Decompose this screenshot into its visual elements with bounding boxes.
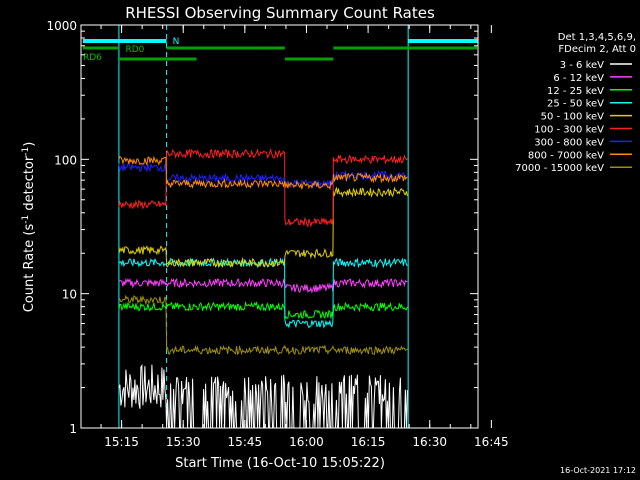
y-axis-label-sup2: -1 xyxy=(21,147,31,156)
y-tick-label-0: 1 xyxy=(69,422,77,436)
legend-label-0: 3 - 6 keV xyxy=(560,60,604,71)
plot-frame xyxy=(80,24,479,429)
attenuator-bars: RD0 RD6 xyxy=(83,45,477,63)
series-trace-2 xyxy=(118,300,408,320)
x-tick-label-3: 16:00 xyxy=(289,435,324,449)
x-axis-label: Start Time (16-Oct-10 15:05:22) xyxy=(175,456,385,471)
annotation-rd6: RD6 xyxy=(83,53,102,63)
y-axis-label: Count Rate (s-1 detector-1) xyxy=(21,142,37,313)
legend-header-0: Det 1,3,4,5,6,9, xyxy=(558,32,636,43)
x-tick-label-2: 15:45 xyxy=(228,435,263,449)
y-axis-label-main: Count Rate (s xyxy=(22,224,37,313)
series-trace-4 xyxy=(118,186,408,269)
annotation-timestamp: 16-Oct-2021 17:12 xyxy=(560,466,636,475)
legend-label-5: 100 - 300 keV xyxy=(534,125,604,136)
plot-border xyxy=(80,24,479,429)
series-trace-8 xyxy=(118,294,408,356)
legend-label-7: 800 - 7000 keV xyxy=(528,150,604,161)
series-trace-1 xyxy=(118,277,408,294)
annotation-rd0: RD0 xyxy=(125,45,144,55)
legend-label-4: 50 - 100 keV xyxy=(541,112,605,123)
y-tick-label-3: 1000 xyxy=(46,19,77,33)
x-tick-label-6: 16:45 xyxy=(474,435,509,449)
x-tick-label-0: 15:15 xyxy=(104,435,139,449)
legend-label-1: 6 - 12 keV xyxy=(553,73,604,84)
series-trace-7 xyxy=(118,155,408,191)
y-axis-label-sup1: -1 xyxy=(21,215,31,224)
series-trace-5 xyxy=(118,148,408,228)
legend-label-2: 12 - 25 keV xyxy=(547,86,604,97)
x-tick-label-4: 16:15 xyxy=(351,435,386,449)
y-axis-label-end: ) xyxy=(22,142,37,147)
legend: Det 1,3,4,5,6,9,FDecim 2, Att 0 3 - 6 keV… xyxy=(515,32,636,174)
x-tick-label-1: 15:30 xyxy=(166,435,201,449)
chart-title: RHESSI Observing Summary Count Rates xyxy=(125,4,435,22)
y-axis: 1 10 100 1000 xyxy=(46,19,478,436)
annotation-n: N xyxy=(173,37,180,47)
legend-label-8: 7000 - 15000 keV xyxy=(515,163,604,174)
x-axis: 15:15 15:30 15:45 16:00 16:15 16:30 16:45 xyxy=(100,25,509,449)
y-tick-label-2: 100 xyxy=(54,153,77,167)
y-axis-label-mid: detector xyxy=(22,155,37,215)
legend-label-6: 300 - 800 keV xyxy=(534,137,604,148)
x-tick-label-5: 16:30 xyxy=(412,435,447,449)
legend-label-3: 25 - 50 keV xyxy=(547,99,604,110)
y-tick-label-1: 10 xyxy=(62,288,77,302)
legend-header-1: FDecim 2, Att 0 xyxy=(558,44,636,55)
